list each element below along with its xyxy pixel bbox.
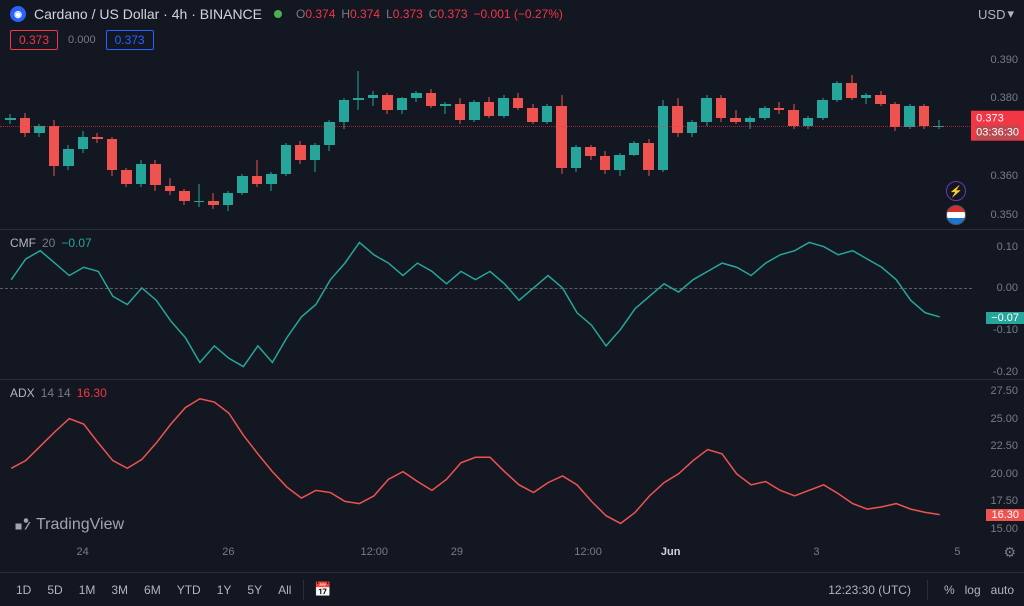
symbol-icon: ◉: [10, 6, 26, 22]
log-toggle[interactable]: log: [965, 583, 981, 597]
symbol-title[interactable]: Cardano / US Dollar · 4h · BINANCE: [34, 6, 262, 22]
separator: [303, 580, 304, 600]
last-price-line: [0, 126, 972, 127]
calendar-icon[interactable]: 📅: [310, 581, 335, 598]
last-price-label: 0.373 03:36:30: [971, 110, 1024, 141]
cmf-value-label: −0.07: [986, 312, 1024, 324]
price-chart-panel[interactable]: 0.3900.3800.3700.3600.350 0.373 03:36:30…: [0, 52, 1024, 230]
countdown-label: 03:36:30: [976, 126, 1019, 140]
bid-ask-row: 0.373 0.000 0.373: [0, 28, 1024, 52]
tradingview-logo[interactable]: TradingView: [14, 516, 124, 534]
timeframe-ytd[interactable]: YTD: [171, 579, 207, 601]
percent-toggle[interactable]: %: [944, 583, 955, 597]
timeframe-6m[interactable]: 6M: [138, 579, 167, 601]
chart-side-icons: ⚡: [946, 181, 966, 225]
symbol-name: Cardano / US Dollar: [34, 6, 159, 22]
flag-icon[interactable]: [946, 205, 966, 225]
chart-header: ◉ Cardano / US Dollar · 4h · BINANCE O0.…: [0, 0, 1024, 28]
timeframe-1m[interactable]: 1M: [73, 579, 102, 601]
ask-badge[interactable]: 0.373: [106, 30, 154, 50]
timeframe-buttons: 1D5D1M3M6MYTD1Y5YAll: [10, 579, 297, 601]
cmf-panel[interactable]: CMF 20 −0.07 0.100.00-0.10-0.20 −0.07: [0, 230, 1024, 380]
clock-display[interactable]: 12:23:30 (UTC): [828, 583, 911, 597]
footer-bar: 1D5D1M3M6MYTD1Y5YAll 📅 12:23:30 (UTC) % …: [0, 572, 1024, 606]
change-value: −0.001 (−0.27%): [474, 7, 563, 21]
timeframe-1y[interactable]: 1Y: [211, 579, 238, 601]
zero-line: [0, 288, 972, 289]
auto-toggle[interactable]: auto: [991, 583, 1014, 597]
logo-icon: [14, 516, 32, 534]
bid-badge[interactable]: 0.373: [10, 30, 58, 50]
market-status-icon: [274, 10, 282, 18]
interval-label: 4h: [172, 6, 188, 22]
adx-value-label: 16.30: [986, 509, 1024, 521]
exchange-label: BINANCE: [200, 6, 262, 22]
separator: [927, 580, 928, 600]
spread-value: 0.000: [68, 34, 96, 46]
lightning-icon[interactable]: ⚡: [946, 181, 966, 201]
timeframe-1d[interactable]: 1D: [10, 579, 37, 601]
time-axis[interactable]: ⚙ 242612:002912:00Jun35: [0, 540, 1024, 568]
chevron-down-icon: ▾: [1007, 6, 1014, 22]
currency-selector[interactable]: USD ▾: [978, 6, 1014, 22]
ohlc-readout: O0.374 H0.374 L0.373 C0.373 −0.001 (−0.2…: [296, 7, 563, 21]
gear-icon[interactable]: ⚙: [1003, 544, 1016, 561]
timeframe-5y[interactable]: 5Y: [241, 579, 268, 601]
timeframe-all[interactable]: All: [272, 579, 297, 601]
adx-panel[interactable]: ADX 14 14 16.30 27.5025.0022.5020.0017.5…: [0, 380, 1024, 540]
timeframe-5d[interactable]: 5D: [41, 579, 68, 601]
cmf-y-axis[interactable]: 0.100.00-0.10-0.20: [974, 230, 1024, 379]
timeframe-3m[interactable]: 3M: [105, 579, 134, 601]
